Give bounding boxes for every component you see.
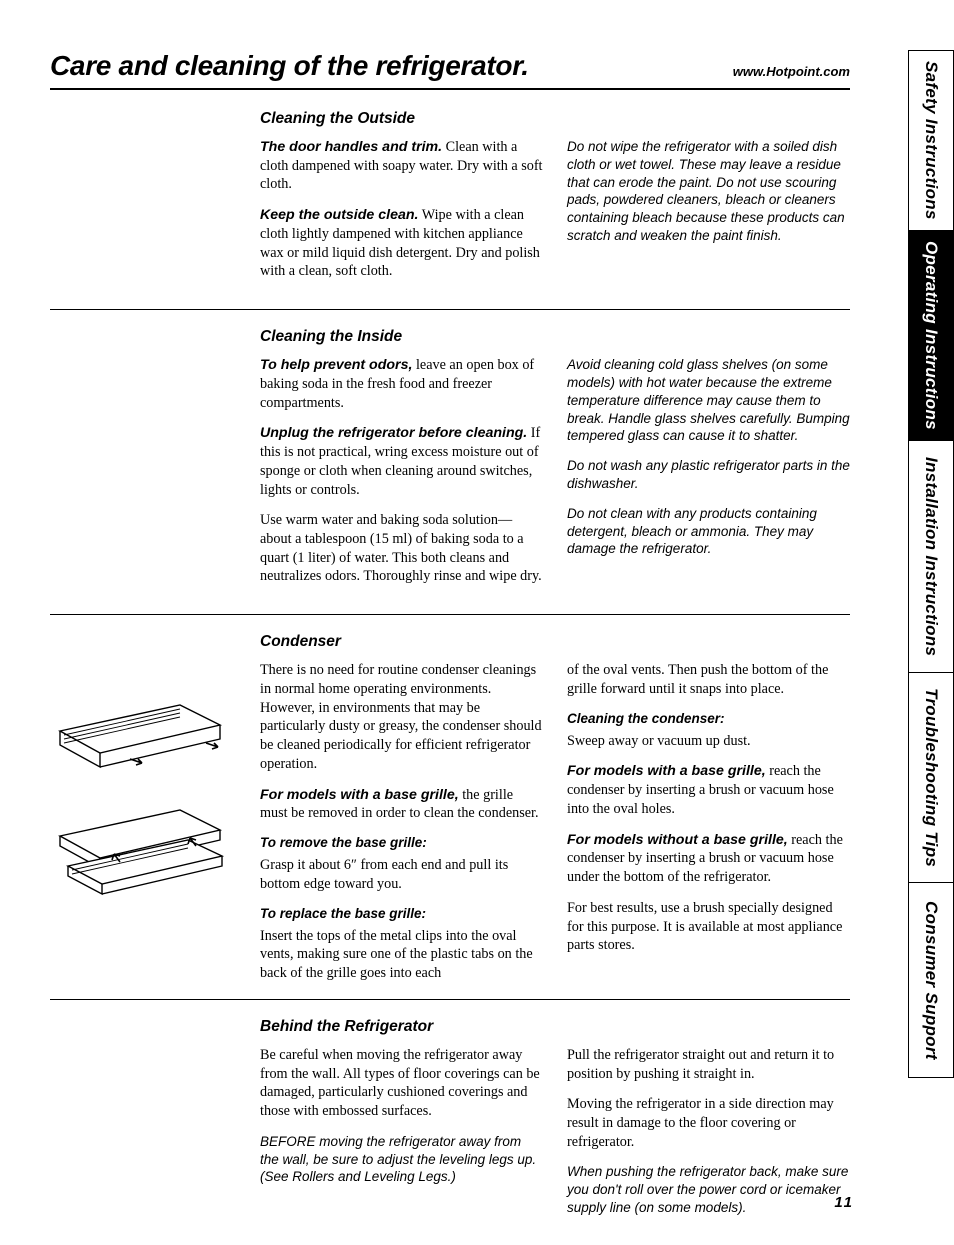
section-cleaning-outside: Cleaning the Outside The door handles an… — [50, 110, 850, 310]
body-paragraph: Sweep away or vacuum up dust. — [567, 732, 850, 751]
website-url: www.Hotpoint.com — [733, 64, 850, 79]
caution-paragraph: Do not clean with any products containin… — [567, 505, 850, 558]
body-paragraph: Grasp it about 6″ from each end and pull… — [260, 856, 543, 893]
body-paragraph: The door handles and trim. Clean with a … — [260, 138, 543, 194]
lead-phrase: For models with a base grille, — [567, 763, 766, 779]
caution-paragraph: Avoid cleaning cold glass shelves (on so… — [567, 356, 850, 445]
nav-tab[interactable]: Consumer Support — [908, 882, 954, 1078]
body-paragraph: For models with a base grille, reach the… — [567, 762, 850, 818]
nav-tab[interactable]: Safety Instructions — [908, 50, 954, 230]
nav-tab[interactable]: Troubleshooting Tips — [908, 672, 954, 882]
side-nav-tabs: Safety InstructionsOperating Instruction… — [908, 50, 954, 1205]
caution-paragraph: When pushing the refrigerator back, make… — [567, 1163, 850, 1216]
page-header: www.Hotpoint.com Care and cleaning of th… — [50, 50, 850, 90]
page-title: Care and cleaning of the refrigerator. — [50, 50, 850, 82]
caution-paragraph: Do not wash any plastic refrigerator par… — [567, 457, 850, 493]
caution-paragraph: BEFORE moving the refrigerator away from… — [260, 1133, 543, 1186]
section-heading: Cleaning the Inside — [260, 328, 850, 346]
sub-heading: To remove the base grille: — [260, 835, 543, 850]
body-paragraph: Moving the refrigerator in a side direct… — [567, 1095, 850, 1151]
grille-remove-illustration — [50, 693, 230, 788]
body-paragraph: Use warm water and baking soda solution—… — [260, 511, 543, 586]
sub-heading: Cleaning the condenser: — [567, 711, 850, 726]
section-behind-refrigerator: Behind the Refrigerator Be careful when … — [50, 1018, 850, 1245]
nav-tab[interactable]: Installation Instructions — [908, 440, 954, 672]
section-heading: Behind the Refrigerator — [260, 1018, 850, 1036]
grille-replace-illustration — [50, 806, 230, 901]
lead-phrase: The door handles and trim. — [260, 139, 442, 155]
body-paragraph: Be careful when moving the refrigerator … — [260, 1046, 543, 1121]
body-paragraph: For models with a base grille, the grill… — [260, 786, 543, 823]
body-paragraph: For models without a base grille, reach … — [567, 831, 850, 887]
section-heading: Condenser — [260, 633, 850, 651]
body-paragraph: There is no need for routine condenser c… — [260, 661, 543, 773]
body-paragraph: Pull the refrigerator straight out and r… — [567, 1046, 850, 1083]
section-heading: Cleaning the Outside — [260, 110, 850, 128]
body-paragraph: Unplug the refrigerator before cleaning.… — [260, 424, 543, 499]
lead-phrase: To help prevent odors, — [260, 357, 412, 373]
body-paragraph: Keep the outside clean. Wipe with a clea… — [260, 206, 543, 281]
page-content: www.Hotpoint.com Care and cleaning of th… — [50, 50, 850, 1245]
body-paragraph: of the oval vents. Then push the bottom … — [567, 661, 850, 698]
lead-phrase: For models with a base grille, — [260, 787, 459, 803]
lead-phrase: For models without a base grille, — [567, 832, 788, 848]
body-paragraph: Insert the tops of the metal clips into … — [260, 927, 543, 983]
body-paragraph: For best results, use a brush specially … — [567, 899, 850, 955]
page-number: 11 — [834, 1194, 854, 1211]
body-paragraph: To help prevent odors, leave an open box… — [260, 356, 543, 412]
section-cleaning-inside: Cleaning the Inside To help prevent odor… — [50, 328, 850, 615]
nav-tab[interactable]: Operating Instructions — [908, 230, 954, 440]
sub-heading: To replace the base grille: — [260, 906, 543, 921]
caution-paragraph: Do not wipe the refrigerator with a soil… — [567, 138, 850, 245]
lead-phrase: Keep the outside clean. — [260, 207, 418, 223]
lead-phrase: Unplug the refrigerator before cleaning. — [260, 425, 527, 441]
section-condenser: Condenser There is no need for routine c… — [50, 633, 850, 1000]
